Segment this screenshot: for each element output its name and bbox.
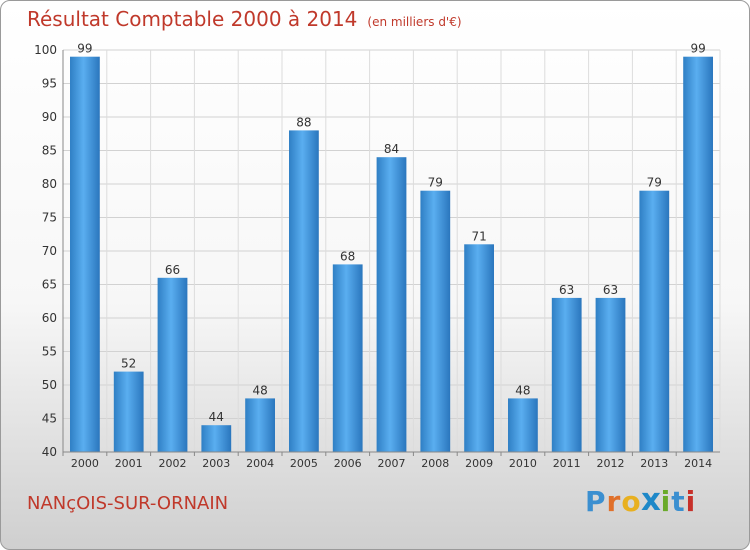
logo-letter: x <box>640 481 662 518</box>
y-tick-label: 70 <box>42 244 57 258</box>
x-tick-label: 2004 <box>246 457 274 470</box>
chart-title: Résultat Comptable 2000 à 2014 (en millie… <box>27 7 462 31</box>
y-tick-label: 95 <box>42 77 57 91</box>
logo-letter: r <box>606 485 622 518</box>
bar <box>639 190 670 452</box>
y-tick-label: 60 <box>42 311 57 325</box>
bar <box>201 425 232 452</box>
x-tick-label: 2012 <box>597 457 625 470</box>
bar <box>595 297 626 452</box>
bar-value-label: 84 <box>384 142 399 156</box>
x-tick-label: 2002 <box>159 457 187 470</box>
bar <box>551 297 582 452</box>
logo-letter: i <box>685 485 697 518</box>
chart-title-text: Résultat Comptable 2000 à 2014 <box>27 7 358 31</box>
x-tick-label: 2013 <box>640 457 668 470</box>
bar-value-label: 99 <box>690 42 705 56</box>
bar <box>508 398 538 452</box>
x-tick-label: 2001 <box>115 457 143 470</box>
bar-value-label: 63 <box>603 283 618 297</box>
bar <box>157 277 188 452</box>
y-tick-label: 65 <box>42 278 57 292</box>
x-tick-label: 2011 <box>553 457 581 470</box>
bar-value-label: 68 <box>340 249 355 263</box>
logo-letter: t <box>671 485 686 518</box>
y-tick-label: 75 <box>42 211 57 225</box>
commune-name: NANçOIS-SUR-ORNAIN <box>27 493 229 514</box>
x-tick-label: 2003 <box>202 457 230 470</box>
data-labels: 99 52 66 44 48 88 68 84 79 71 48 63 63 79 99 <box>77 42 705 425</box>
bar-value-label: 66 <box>165 263 180 277</box>
bar <box>683 56 713 452</box>
logo-letter: i <box>660 485 672 518</box>
bar-value-label: 79 <box>428 176 443 190</box>
y-tick-label: 55 <box>42 345 57 359</box>
bar-value-label: 48 <box>252 383 267 397</box>
x-tick-label: 2006 <box>334 457 362 470</box>
x-tick-label: 2000 <box>71 457 99 470</box>
x-tick-label: 2008 <box>421 457 449 470</box>
bar <box>332 264 363 452</box>
bar-value-label: 88 <box>296 115 311 129</box>
y-tick-label: 85 <box>42 144 57 158</box>
y-tick-label: 100 <box>34 43 57 57</box>
bar-value-label: 48 <box>515 383 530 397</box>
bar <box>245 398 275 452</box>
bar <box>420 190 451 452</box>
x-tick-label: 2005 <box>290 457 318 470</box>
bar <box>464 244 494 452</box>
x-tick-label: 2010 <box>509 457 537 470</box>
bar-value-label: 71 <box>471 229 486 243</box>
bar-value-label: 44 <box>209 410 224 424</box>
x-axis: 2000 2001 2002 2003 2004 2005 2006 2007 2008 2009… <box>62 451 720 470</box>
logo-letter: o <box>621 485 642 518</box>
y-tick-label: 50 <box>42 378 57 392</box>
x-tick-label: 2014 <box>684 457 712 470</box>
y-tick-label: 90 <box>42 110 57 124</box>
chart-subtitle: (en milliers d'€) <box>367 15 462 29</box>
bar-value-label: 79 <box>647 176 662 190</box>
bar-value-label: 52 <box>121 357 136 371</box>
logo-letter: P <box>585 485 607 518</box>
y-tick-label: 80 <box>42 177 57 191</box>
y-axis: 40 45 50 55 60 65 70 75 80 85 90 95 100 <box>34 43 64 459</box>
bar <box>113 371 144 452</box>
x-tick-label: 2007 <box>378 457 406 470</box>
x-tick-label: 2009 <box>465 457 493 470</box>
bar-value-label: 63 <box>559 283 574 297</box>
y-tick-label: 45 <box>42 412 57 426</box>
bar <box>70 56 100 452</box>
bar <box>376 157 407 452</box>
bar-value-label: 99 <box>77 42 92 56</box>
bar <box>289 130 319 452</box>
y-tick-label: 40 <box>42 445 57 459</box>
bars <box>70 56 713 452</box>
proxiti-logo: Proxiti <box>585 481 697 518</box>
